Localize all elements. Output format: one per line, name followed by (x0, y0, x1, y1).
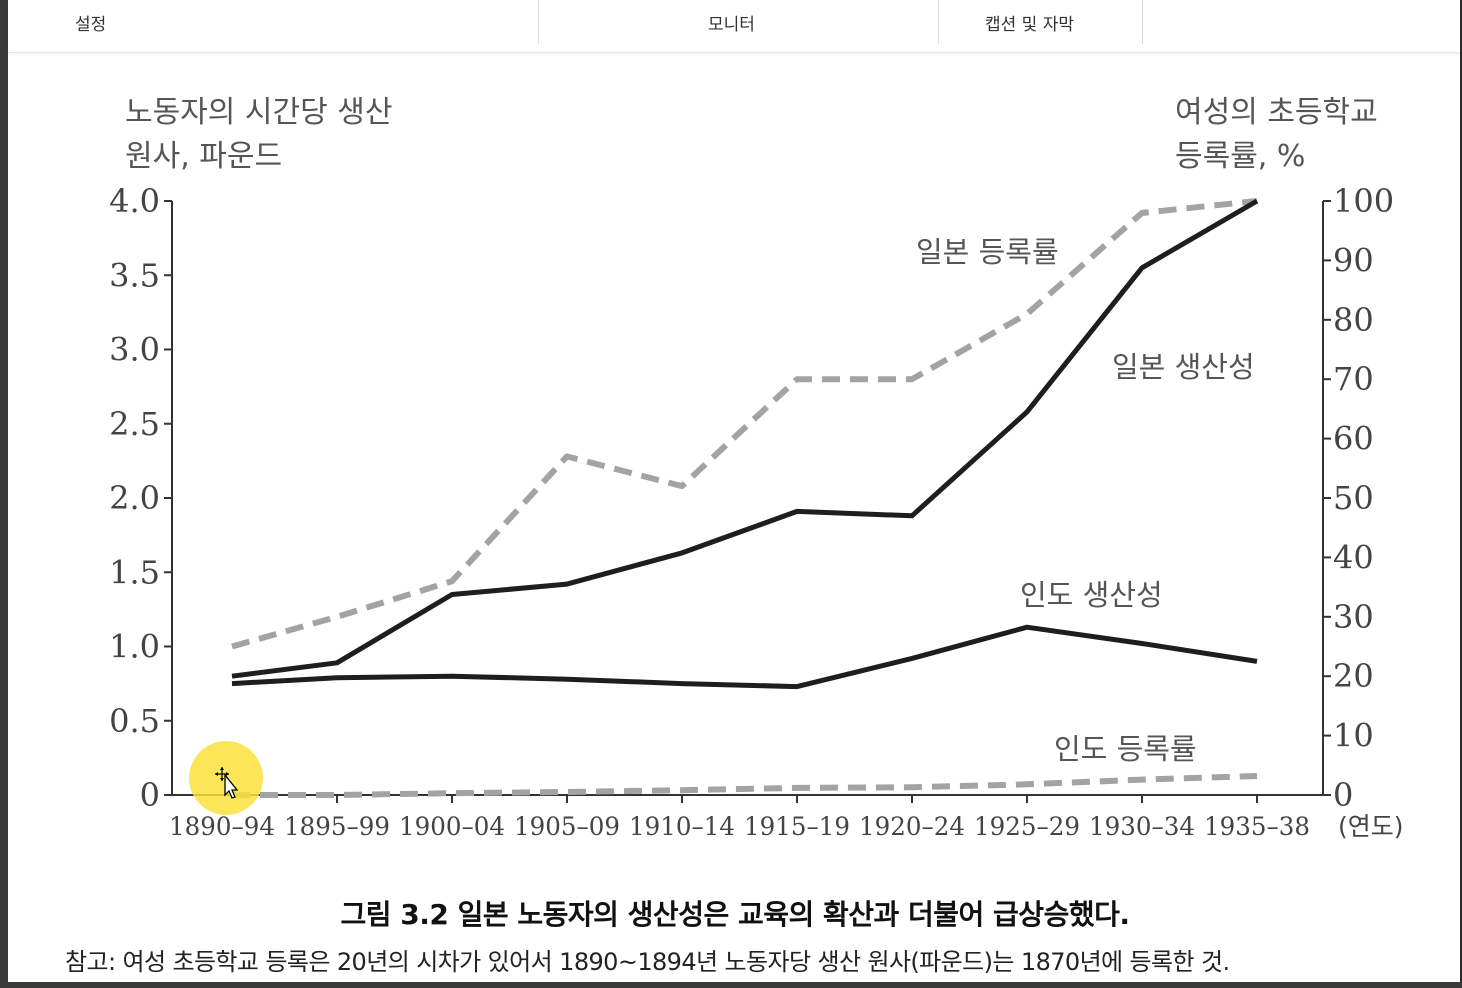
x-tick-label: 1925–29 (974, 812, 1080, 841)
left-tick-label: 1.0 (109, 628, 160, 666)
series-label: 일본 생산성 (1112, 350, 1255, 384)
left-tick-label: 3.0 (109, 331, 160, 369)
series-label: 일본 등록률 (916, 235, 1059, 269)
productivity-enrollment-chart: 0 0.5 1.0 1.5 2.0 2.5 3.0 3.5 4.0 0 10 20 30 40 50 60 70… (109, 95, 1404, 841)
series-line (231, 624, 1258, 690)
figure-note: 참고: 여성 초등학교 등록은 20년의 시차가 있어서 1890~1894년 … (65, 948, 1230, 976)
tab-divider (938, 0, 939, 44)
x-tick-label: 1890–94 (169, 812, 275, 841)
right-tick-label: 60 (1333, 420, 1374, 458)
right-axis-title: 여성의 초등학교 (1175, 95, 1378, 130)
window-edge (0, 982, 1462, 988)
x-tick-label: 1895–99 (284, 812, 390, 841)
x-tick-label: 1930–34 (1089, 812, 1195, 841)
x-tick-label: 1900–04 (399, 812, 505, 841)
x-tick-label: 1910–14 (629, 812, 735, 841)
left-tick-label: 0.5 (109, 702, 160, 740)
left-tick-label: 0 (140, 776, 160, 814)
right-tick-label: 0 (1333, 776, 1353, 814)
tab-monitor-label: 모니터 (708, 14, 755, 35)
right-tick-label: 50 (1333, 479, 1374, 517)
tab-captions-label: 캡션 및 자막 (985, 14, 1075, 35)
left-tick-label: 4.0 (109, 182, 160, 220)
tab-monitor[interactable]: 모니터 (708, 0, 755, 44)
x-unit-label: (연도) (1338, 812, 1404, 841)
figure-caption: 그림 3.2 일본 노동자의 생산성은 교육의 확산과 더불어 급상승했다. (340, 898, 1131, 931)
series-label: 인도 생산성 (1020, 578, 1163, 612)
left-tick-label: 2.0 (109, 479, 160, 517)
tab-divider (1142, 0, 1143, 44)
series-line (232, 773, 1258, 798)
series-label: 인도 등록률 (1054, 732, 1197, 766)
left-tick-label: 2.5 (109, 405, 160, 443)
series-line (231, 198, 1259, 679)
right-tick-label: 30 (1333, 598, 1374, 636)
x-tick-label: 1915–19 (744, 812, 850, 841)
left-tick-label: 1.5 (109, 553, 160, 591)
right-tick-label: 100 (1333, 182, 1394, 220)
left-axis-title: 노동자의 시간당 생산 (125, 95, 392, 130)
series-line (231, 198, 1258, 650)
move-cursor-icon (215, 767, 239, 799)
left-tick-label: 3.5 (109, 256, 160, 294)
window-edge (1460, 0, 1462, 988)
right-tick-label: 70 (1333, 360, 1374, 398)
right-tick-label: 20 (1333, 657, 1374, 695)
document-viewer: 설정 모니터 캡션 및 자막 0 0.5 1.0 1.5 2.0 2.5 3.0 3.5 4.0… (8, 0, 1462, 982)
tab-captions[interactable]: 캡션 및 자막 (985, 0, 1074, 44)
right-tick-label: 80 (1333, 301, 1374, 339)
x-tick-label: 1905–09 (514, 812, 620, 841)
right-tick-label: 40 (1333, 538, 1374, 576)
x-tick-label: 1935–38 (1204, 812, 1310, 841)
tab-settings[interactable]: 설정 (75, 0, 106, 44)
menu-bar: 설정 모니터 캡션 및 자막 (8, 0, 1462, 53)
right-tick-label: 10 (1333, 717, 1374, 755)
right-tick-label: 90 (1333, 241, 1374, 279)
x-tick-label: 1920–24 (859, 812, 965, 841)
left-axis-title: 원사, 파운드 (125, 139, 282, 174)
cursor-highlight (189, 741, 263, 815)
tab-settings-label: 설정 (75, 14, 107, 35)
tab-divider (538, 0, 539, 44)
right-axis-title: 등록률, % (1175, 139, 1305, 174)
